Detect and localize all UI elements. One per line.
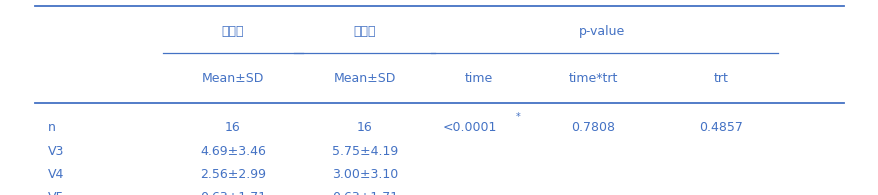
Text: 대조군: 대조군 (353, 25, 376, 38)
Text: 0.63±1.71: 0.63±1.71 (199, 191, 266, 195)
Text: V4: V4 (48, 168, 65, 181)
Text: 4.69±3.46: 4.69±3.46 (200, 145, 265, 158)
Text: 3.00±3.10: 3.00±3.10 (331, 168, 398, 181)
Text: V3: V3 (48, 145, 65, 158)
Text: 2.56±2.99: 2.56±2.99 (199, 168, 266, 181)
Text: V5: V5 (48, 191, 65, 195)
Text: 0.63±1.71: 0.63±1.71 (331, 191, 398, 195)
Text: 0.4857: 0.4857 (698, 121, 742, 134)
Text: p-value: p-value (579, 25, 624, 38)
Text: time*trt: time*trt (568, 72, 617, 84)
Text: <0.0001: <0.0001 (443, 121, 497, 134)
Text: n: n (48, 121, 56, 134)
Text: Mean±SD: Mean±SD (202, 72, 263, 84)
Text: 0.7808: 0.7808 (571, 121, 615, 134)
Text: 시험군: 시험군 (221, 25, 244, 38)
Text: time: time (464, 72, 493, 84)
Text: 16: 16 (356, 121, 372, 134)
Text: Mean±SD: Mean±SD (334, 72, 395, 84)
Text: 16: 16 (225, 121, 241, 134)
Text: 5.75±4.19: 5.75±4.19 (331, 145, 398, 158)
Text: *: * (515, 112, 521, 122)
Text: trt: trt (713, 72, 727, 84)
